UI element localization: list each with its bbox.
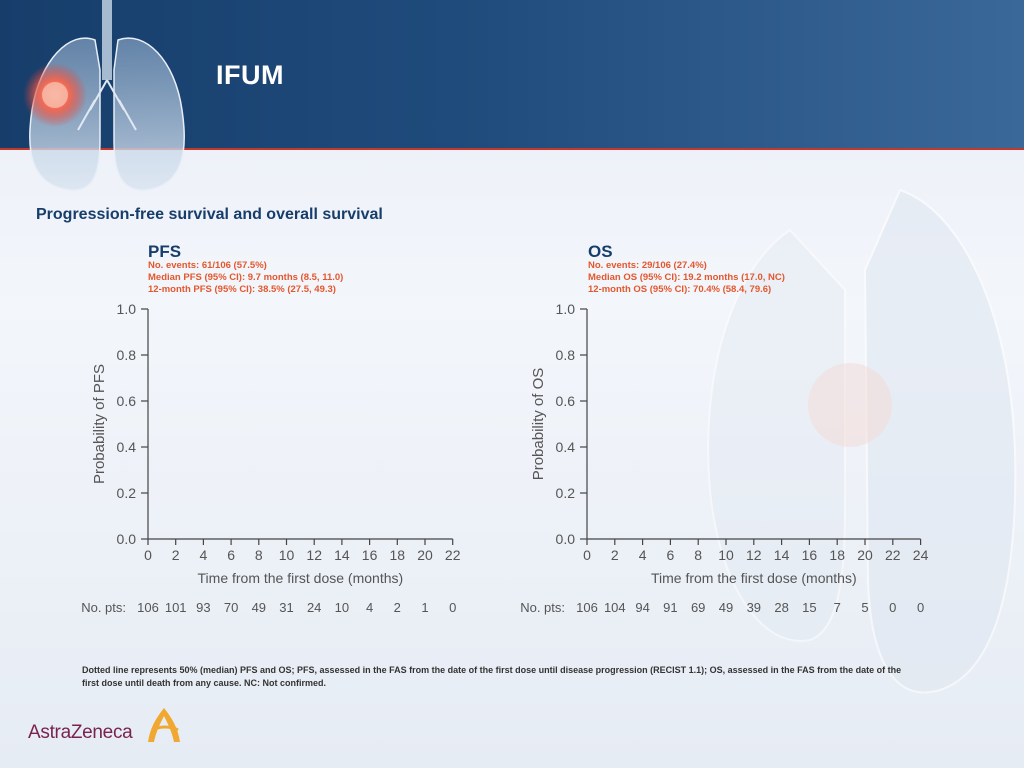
pfs-x-tick-label: 18 (390, 547, 406, 563)
pfs-y-tick-label: 0.8 (117, 347, 137, 363)
pfs-stat-events: No. events: 61/106 (57.5%) (148, 260, 267, 271)
pfs-x-tick-label: 22 (445, 547, 461, 563)
footnote: Dotted line represents 50% (median) PFS … (82, 665, 902, 688)
os-at-risk-count: 69 (691, 600, 705, 615)
os-at-risk-label: No. pts: (520, 600, 565, 615)
pfs-at-risk-count: 93 (196, 600, 210, 615)
astrazeneca-logo-icon (148, 708, 180, 742)
pfs-y-tick-label: 0.2 (117, 485, 137, 501)
os-x-tick-label: 14 (774, 547, 790, 563)
pfs-at-risk-count: 70 (224, 600, 238, 615)
os-stat-events: No. events: 29/106 (27.4%) (588, 260, 707, 271)
os-x-tick-label: 16 (802, 547, 818, 563)
os-y-tick-label: 0.4 (556, 439, 576, 455)
os-at-risk-count: 0 (917, 600, 924, 615)
pfs-x-tick-label: 2 (172, 547, 180, 563)
pfs-x-tick-label: 16 (362, 547, 378, 563)
pfs-y-tick-label: 0.6 (117, 393, 137, 409)
os-at-risk-count: 39 (747, 600, 761, 615)
os-x-tick-label: 10 (718, 547, 734, 563)
os-y-tick-label: 0.2 (556, 485, 576, 501)
background-lung-icon (707, 188, 1017, 694)
slide-subtitle: Progression-free survival and overall su… (36, 206, 383, 223)
os-at-risk-count: 28 (774, 600, 788, 615)
slide-title: IFUM (216, 60, 284, 90)
pfs-y-tick-label: 0.0 (117, 531, 137, 547)
os-x-tick-label: 2 (611, 547, 619, 563)
lung-illustration-icon (23, 0, 185, 191)
os-at-risk-count: 106 (576, 600, 598, 615)
pfs-at-risk-count: 4 (366, 600, 373, 615)
pfs-panel-label: PFS (148, 242, 182, 261)
pfs-y-tick-label: 0.4 (117, 439, 137, 455)
pfs-at-risk-count: 101 (165, 600, 187, 615)
survival-charts: 0.00.20.40.60.81.00 2 4 6 8 10 12 14 16 18 20 22Tim… (81, 301, 929, 615)
pfs-at-risk-count: 24 (307, 600, 321, 615)
os-stat-12month: 12-month OS (95% CI): 70.4% (58.4, 79.6) (588, 284, 772, 295)
pfs-at-risk-count: 49 (252, 600, 266, 615)
os-stat-median: Median OS (95% CI): 19.2 months (17.0, N… (588, 272, 785, 283)
os-panel-label: OS (588, 242, 613, 261)
pfs-y-tick-label: 1.0 (117, 301, 137, 317)
os-x-tick-label: 0 (583, 547, 591, 563)
os-at-risk-count: 94 (635, 600, 649, 615)
os-x-tick-label: 4 (639, 547, 647, 563)
os-y-tick-label: 1.0 (556, 301, 576, 317)
os-x-tick-label: 12 (746, 547, 762, 563)
os-y-axis-title: Probability of OS (530, 368, 547, 481)
os-x-tick-label: 8 (694, 547, 702, 563)
os-at-risk-count: 0 (889, 600, 896, 615)
os-x-tick-label: 20 (857, 547, 873, 563)
os-at-risk-count: 91 (663, 600, 677, 615)
os-at-risk-count: 7 (834, 600, 841, 615)
os-y-tick-label: 0.8 (556, 347, 576, 363)
pfs-x-tick-label: 10 (279, 547, 295, 563)
os-x-tick-label: 24 (913, 547, 929, 563)
pfs-x-tick-label: 6 (227, 547, 235, 563)
os-at-risk-count: 104 (604, 600, 626, 615)
pfs-at-risk-count: 31 (279, 600, 293, 615)
pfs-stat-12month: 12-month PFS (95% CI): 38.5% (27.5, 49.3… (148, 284, 336, 295)
astrazeneca-logo: AstraZeneca (28, 704, 188, 750)
pfs-x-tick-label: 0 (144, 547, 152, 563)
pfs-x-axis-title: Time from the first dose (months) (198, 570, 404, 586)
pfs-at-risk-count: 2 (394, 600, 401, 615)
os-stats: No. events: 29/106 (27.4%) Median OS (95… (588, 260, 785, 296)
os-x-tick-label: 6 (667, 547, 675, 563)
pfs-x-tick-label: 12 (306, 547, 322, 563)
os-at-risk-count: 49 (719, 600, 733, 615)
os-at-risk-count: 15 (802, 600, 816, 615)
pfs-x-tick-label: 8 (255, 547, 263, 563)
os-x-tick-label: 18 (829, 547, 845, 563)
pfs-y-axis-title: Probability of PFS (91, 364, 108, 484)
os-y-tick-label: 0.6 (556, 393, 576, 409)
pfs-stat-median: Median PFS (95% CI): 9.7 months (8.5, 11… (148, 272, 344, 283)
logo-text: AstraZeneca (28, 722, 133, 743)
pfs-at-risk-count: 0 (449, 600, 456, 615)
pfs-x-tick-label: 20 (417, 547, 433, 563)
pfs-at-risk-count: 106 (137, 600, 159, 615)
pfs-at-risk-label: No. pts: (81, 600, 126, 615)
os-x-tick-label: 22 (885, 547, 901, 563)
header-rule (0, 148, 1024, 150)
os-x-axis-title: Time from the first dose (months) (651, 570, 857, 586)
os-at-risk-count: 5 (861, 600, 868, 615)
pfs-at-risk-count: 1 (421, 600, 428, 615)
pfs-x-tick-label: 4 (200, 547, 208, 563)
pfs-x-tick-label: 14 (334, 547, 350, 563)
pfs-stats: No. events: 61/106 (57.5%) Median PFS (9… (148, 260, 343, 296)
pfs-at-risk-count: 10 (335, 600, 349, 615)
os-y-tick-label: 0.0 (556, 531, 576, 547)
